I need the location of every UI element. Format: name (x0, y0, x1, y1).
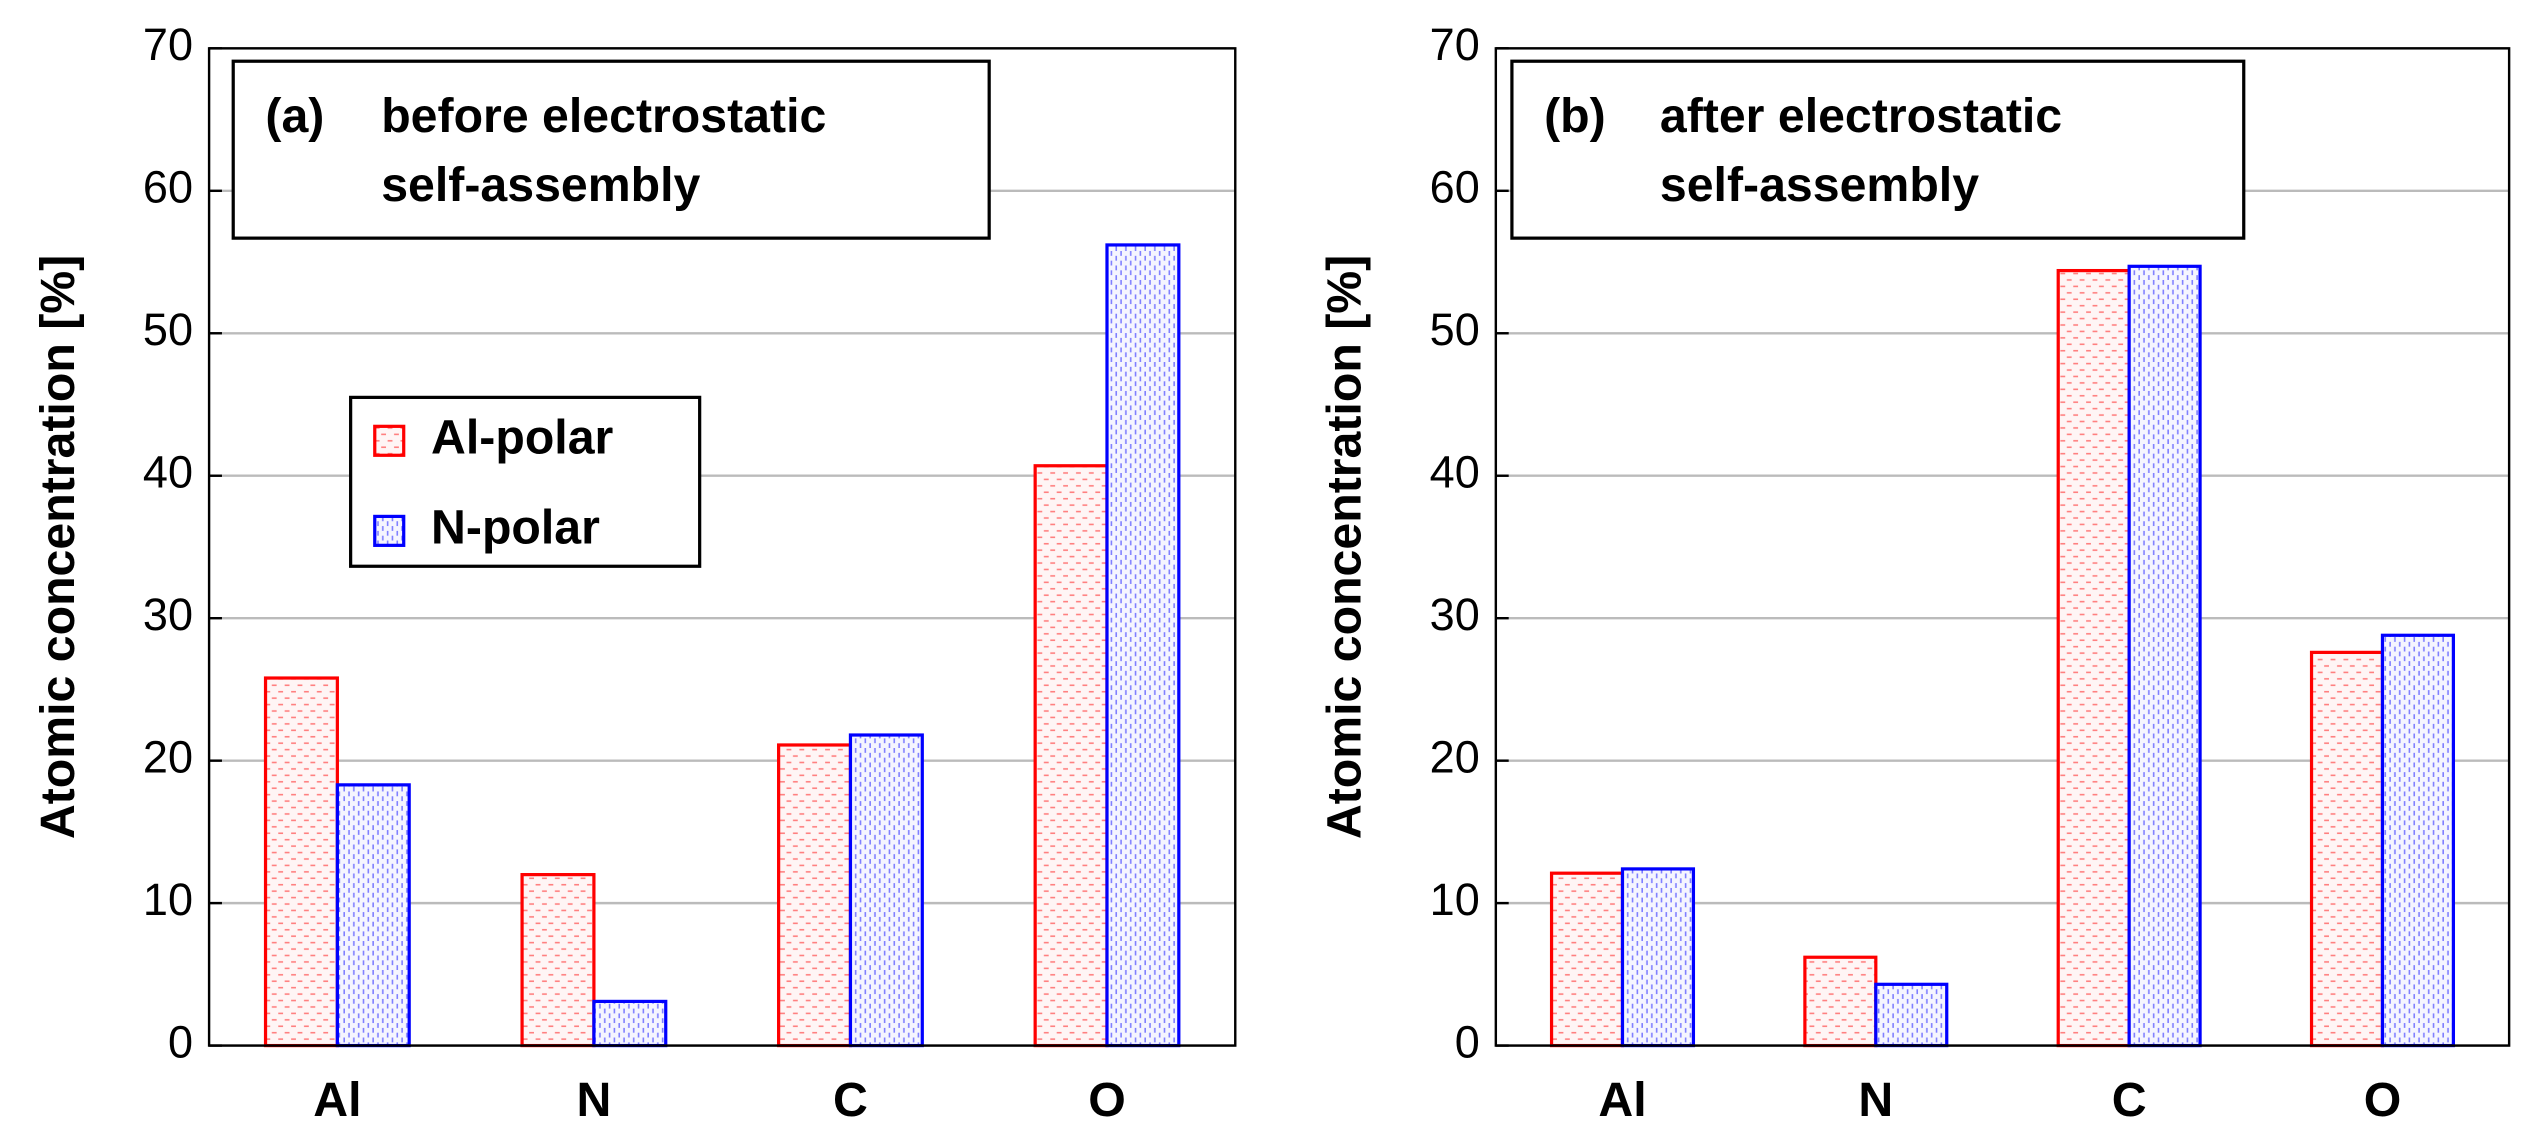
bar (1549, 871, 1625, 1048)
legend-box (349, 395, 702, 568)
legend-label: Al-polar (431, 411, 614, 465)
chart-title: self-assembly (381, 158, 700, 212)
bar (2127, 264, 2202, 1048)
y-tick-label: 0 (168, 1016, 193, 1067)
title-box (1510, 59, 2246, 240)
y-tick-label: 40 (1430, 447, 1480, 498)
legend-label: N-polar (431, 501, 600, 555)
plot-frame (207, 47, 1237, 1047)
plot-frame (1494, 47, 2511, 1047)
legend-swatch (373, 424, 406, 457)
bar (1620, 867, 1696, 1048)
y-axis-label: Atomic concentration [%] (31, 255, 85, 839)
x-tick-label: N (1858, 1073, 1893, 1127)
y-tick-label: 20 (143, 732, 193, 783)
bar (2309, 650, 2385, 1048)
x-tick-label: N (576, 1073, 611, 1127)
y-tick-label: 70 (143, 19, 193, 70)
bar (2056, 268, 2131, 1048)
bar (1033, 464, 1109, 1048)
x-tick-label: C (2112, 1073, 2147, 1127)
y-tick-label: 30 (143, 589, 193, 640)
bar (848, 733, 924, 1048)
x-tick-label: O (1088, 1073, 1126, 1127)
y-tick-label: 10 (1430, 874, 1480, 925)
y-tick-label: 0 (1455, 1016, 1480, 1067)
bar (335, 783, 411, 1048)
x-tick-label: Al (1598, 1073, 1646, 1127)
y-tick-label: 60 (1430, 162, 1480, 213)
y-tick-label: 50 (1430, 304, 1480, 355)
y-tick-label: 40 (143, 447, 193, 498)
y-tick-label: 50 (143, 304, 193, 355)
y-tick-label: 60 (143, 162, 193, 213)
panel-label: (b) (1544, 89, 1606, 143)
bar (263, 676, 339, 1048)
y-tick-label: 20 (1430, 732, 1480, 783)
bar (777, 743, 853, 1048)
x-tick-label: Al (313, 1073, 361, 1127)
y-tick-label: 70 (1430, 19, 1480, 70)
y-axis-label: Atomic concentration [%] (1318, 255, 1372, 839)
chart-title: after electrostatic (1660, 89, 2062, 143)
bar (1105, 243, 1181, 1048)
chart-title: self-assembly (1660, 158, 1979, 212)
title-box (231, 59, 991, 240)
bar (1874, 982, 1949, 1048)
chart-title: before electrostatic (381, 89, 826, 143)
bar (2380, 633, 2456, 1048)
x-tick-label: O (2364, 1073, 2402, 1127)
legend-swatch (373, 514, 406, 547)
panel-label: (a) (265, 89, 324, 143)
y-tick-label: 30 (1430, 589, 1480, 640)
x-tick-label: C (833, 1073, 868, 1127)
bar (592, 999, 668, 1048)
bar (520, 873, 596, 1048)
y-tick-label: 10 (143, 874, 193, 925)
bar (1803, 955, 1878, 1048)
